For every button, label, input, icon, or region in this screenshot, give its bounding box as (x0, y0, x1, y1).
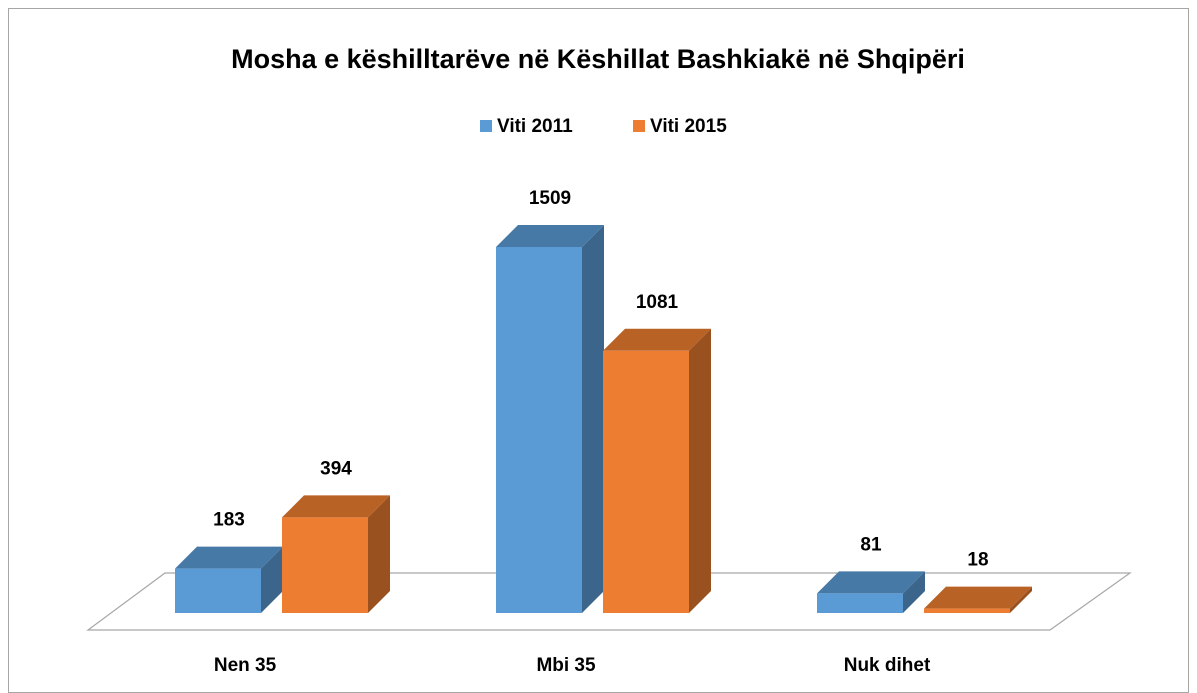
data-label: 1081 (636, 292, 679, 313)
bar-side (582, 225, 604, 613)
bar-front (603, 350, 689, 613)
legend-label: Viti 2011 (497, 116, 573, 137)
data-label: 183 (213, 510, 245, 531)
bar-front (496, 247, 582, 613)
bar-front (175, 568, 261, 613)
bar-side (689, 328, 711, 613)
data-label: 18 (967, 550, 988, 571)
bar-top (496, 225, 604, 247)
chart-title: Mosha e këshilltarëve në Këshillat Bashk… (231, 44, 965, 74)
x-tick-label: Nuk dihet (844, 655, 931, 676)
bar (924, 586, 1032, 613)
bar (175, 546, 283, 613)
data-label: 1509 (529, 188, 571, 209)
bar-side (903, 571, 925, 613)
bar-top (175, 546, 283, 569)
legend-label: Viti 2015 (650, 116, 727, 137)
bar-front (924, 608, 1010, 613)
bar-side (1010, 586, 1032, 613)
bar-top (817, 571, 925, 594)
bar-front (817, 593, 903, 613)
legend-swatch (480, 120, 492, 132)
bar-top (603, 328, 711, 351)
bar-top (282, 495, 390, 518)
legend-swatch (633, 120, 645, 132)
data-label: 394 (320, 458, 352, 479)
bar-front (282, 517, 368, 613)
bar (282, 495, 390, 613)
bar (603, 328, 711, 613)
bar-top (924, 586, 1032, 609)
bar (496, 225, 604, 613)
bar-side (368, 495, 390, 613)
x-tick-label: Nen 35 (214, 655, 277, 676)
bar-side (261, 546, 283, 613)
bar (817, 571, 925, 613)
x-tick-label: Mbi 35 (536, 655, 596, 676)
data-label: 81 (860, 534, 882, 555)
